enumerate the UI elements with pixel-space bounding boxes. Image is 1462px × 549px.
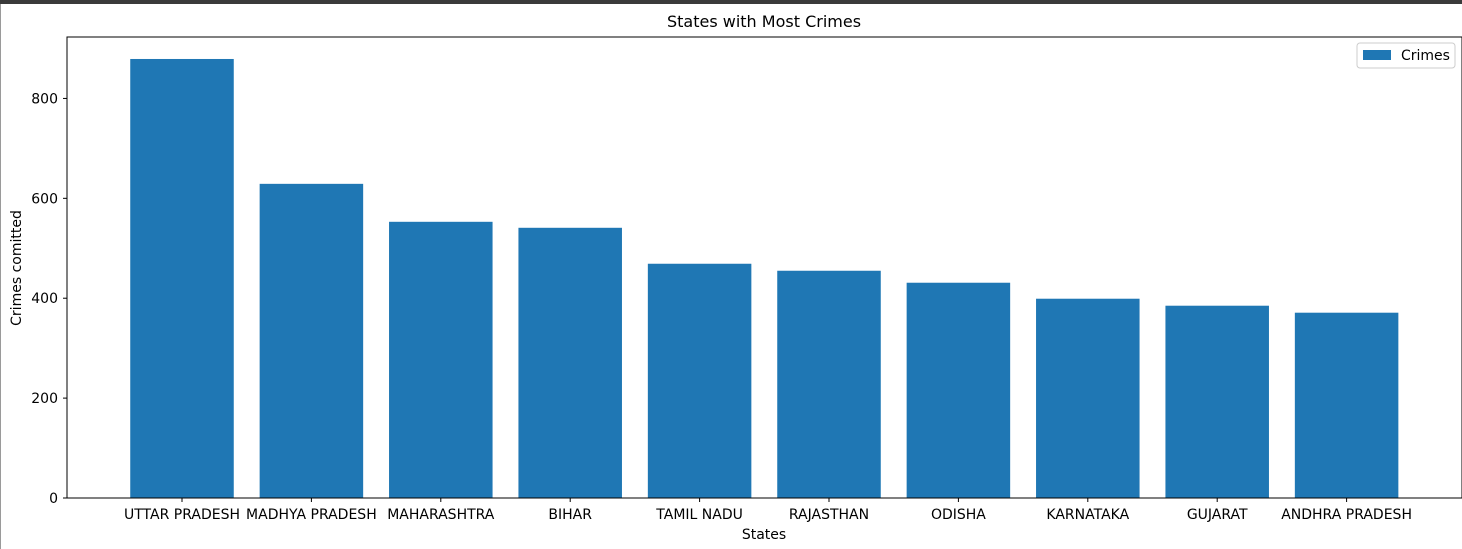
bar-odisha bbox=[906, 282, 1011, 498]
y-axis-ticks: 0 200 400 600 800 bbox=[31, 91, 67, 507]
y-tick-label: 600 bbox=[31, 191, 58, 207]
y-tick-label: 0 bbox=[49, 491, 58, 507]
x-tick-label: TAMIL NADU bbox=[655, 507, 743, 523]
x-tick-label: MAHARASHTRA bbox=[387, 507, 495, 523]
bar-rajasthan bbox=[777, 270, 881, 498]
x-tick-label: KARNATAKA bbox=[1046, 507, 1129, 523]
y-tick-label: 400 bbox=[31, 291, 58, 307]
plot-frame bbox=[66, 36, 1462, 499]
x-tick-label: GUJARAT bbox=[1187, 507, 1248, 523]
window-top-border bbox=[0, 0, 1462, 4]
legend-swatch bbox=[1363, 50, 1391, 60]
bar-bihar bbox=[518, 227, 622, 499]
x-tick-label: MADHYA PRADESH bbox=[246, 507, 377, 523]
bars-group bbox=[130, 58, 1399, 499]
bar-karnataka bbox=[1036, 298, 1140, 498]
x-tick-label: UTTAR PRADESH bbox=[124, 507, 240, 523]
bar-gujarat bbox=[1165, 305, 1269, 498]
legend: Crimes bbox=[1356, 42, 1456, 69]
chart-title: States with Most Crimes bbox=[667, 12, 861, 31]
y-tick-label: 800 bbox=[31, 91, 58, 107]
x-axis-ticks: UTTAR PRADESH MADHYA PRADESH MAHARASHTRA BI… bbox=[124, 498, 1412, 523]
bar-madhya-pradesh bbox=[259, 183, 364, 498]
legend-box bbox=[1356, 42, 1456, 69]
x-axis-label: States bbox=[742, 527, 786, 543]
window-left-border bbox=[0, 4, 1, 549]
bar-andhra-pradesh bbox=[1294, 312, 1399, 498]
x-tick-label: RAJASTHAN bbox=[789, 507, 869, 523]
x-tick-label: ANDHRA PRADESH bbox=[1281, 507, 1412, 523]
y-tick-label: 200 bbox=[31, 391, 58, 407]
bar-maharashtra bbox=[389, 221, 493, 499]
bar-tamil-nadu bbox=[647, 263, 752, 498]
x-tick-label: ODISHA bbox=[931, 507, 986, 523]
bar-uttar-pradesh bbox=[130, 58, 234, 498]
x-tick-label: BIHAR bbox=[548, 507, 592, 523]
y-axis-label: Crimes comitted bbox=[9, 210, 25, 326]
legend-label: Crimes bbox=[1401, 48, 1450, 64]
